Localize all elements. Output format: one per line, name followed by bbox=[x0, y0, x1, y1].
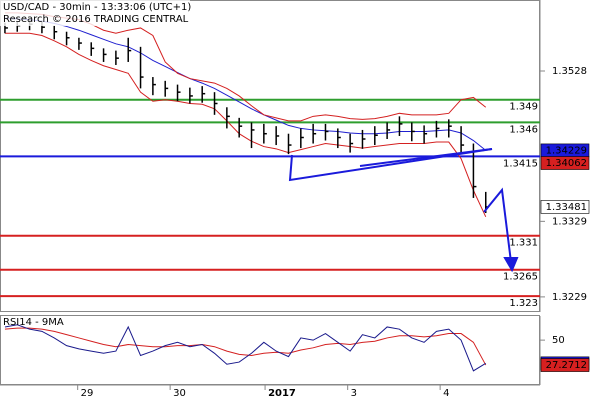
forecast-arrow bbox=[483, 187, 512, 263]
rsi-ma-line bbox=[4, 327, 487, 366]
level-label: 1.323 bbox=[509, 298, 538, 309]
arrow-head bbox=[503, 257, 519, 273]
trend-annotations bbox=[288, 148, 519, 273]
x-tick-label: 29 bbox=[81, 388, 94, 399]
y-tick-label: 1.3329 bbox=[552, 216, 587, 227]
overlay-line bbox=[4, 12, 487, 122]
rsi-title: RSI14 - 9MA bbox=[3, 317, 64, 328]
value-marker-label: 1.34229 bbox=[546, 145, 587, 156]
x-tick-label: 2017 bbox=[268, 388, 296, 399]
level-label: 1.3415 bbox=[503, 158, 538, 169]
value-marker-label: 27.2712 bbox=[546, 360, 587, 371]
triangle-upper bbox=[359, 148, 493, 167]
overlay-line bbox=[4, 32, 487, 218]
rsi-panel bbox=[0, 315, 540, 385]
value-marker-label: 1.33481 bbox=[546, 202, 587, 213]
level-label: 1.331 bbox=[509, 238, 538, 249]
value-marker-label: 1.34062 bbox=[546, 158, 587, 169]
y-tick-label: 1.3229 bbox=[552, 292, 587, 303]
x-tick-label: 4 bbox=[443, 388, 449, 399]
level-label: 1.3265 bbox=[503, 272, 538, 283]
chart-subtitle: Research © 2016 TRADING CENTRAL bbox=[3, 14, 189, 25]
rsi-line bbox=[4, 324, 487, 372]
value-marker bbox=[540, 156, 590, 170]
header-bg bbox=[0, 0, 190, 26]
triangle-lower bbox=[288, 148, 493, 182]
level-label: 1.346 bbox=[509, 124, 538, 135]
overlay-line bbox=[4, 17, 487, 151]
y-tick-label: 1.3528 bbox=[552, 66, 587, 77]
rsi-tick-label: 50 bbox=[552, 335, 565, 346]
level-label: 1.349 bbox=[509, 102, 538, 113]
x-tick-label: 3 bbox=[351, 388, 357, 399]
x-tick-label: 30 bbox=[173, 388, 186, 399]
chart-title: USD/CAD - 30min - 13:33:06 (UTC+1) bbox=[3, 2, 191, 13]
value-marker bbox=[540, 200, 590, 214]
value-marker bbox=[540, 358, 590, 372]
